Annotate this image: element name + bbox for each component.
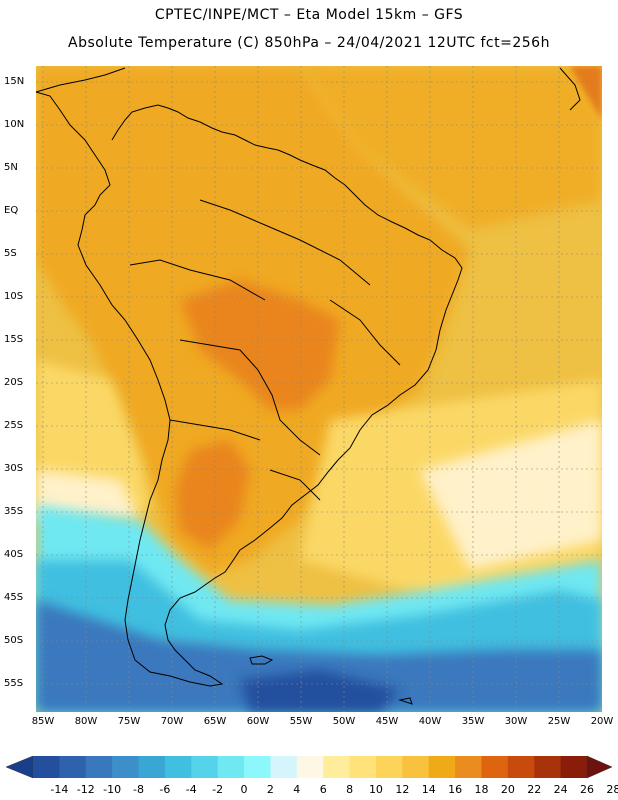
lon-label: 80W <box>74 716 98 727</box>
colorbar-swatch <box>164 756 192 778</box>
colorbar-label: -8 <box>133 783 144 796</box>
lon-label: 25W <box>547 716 571 727</box>
hot-interior <box>180 280 340 410</box>
lat-label: 15N <box>4 76 25 87</box>
cold-core <box>240 670 400 712</box>
colorbar-label: 2 <box>266 783 274 796</box>
lat-label: 40S <box>4 549 24 560</box>
lon-label: 35W <box>461 716 485 727</box>
lon-label: 85W <box>31 716 55 727</box>
colorbar-swatch <box>534 756 562 778</box>
lat-label: 55S <box>4 678 24 689</box>
colorbar-label: 8 <box>346 783 354 796</box>
colorbar-swatch <box>375 756 403 778</box>
colorbar-label: -12 <box>76 783 95 796</box>
colorbar-label: 16 <box>448 783 463 796</box>
coastline <box>35 67 581 705</box>
lat-label: 35S <box>4 506 24 517</box>
lat-label: EQ <box>4 205 19 216</box>
colorbar-label: -4 <box>185 783 197 796</box>
lat-label: 5N <box>4 162 18 173</box>
colorbar-swatch <box>85 756 113 778</box>
lon-label: 40W <box>418 716 442 727</box>
hot-corner-ne <box>570 66 602 120</box>
colorbar-swatch <box>33 756 60 778</box>
colorbar-label: 24 <box>553 783 568 796</box>
colorbar-swatch <box>217 756 245 778</box>
lat-label: 45S <box>4 592 24 603</box>
colorbar-label: 12 <box>395 783 410 796</box>
title-variable: Absolute Temperature (C) 850hPa – 24/04/… <box>68 35 550 51</box>
lon-label: 70W <box>160 716 184 727</box>
colorbar-swatch <box>402 756 430 778</box>
colorbar-swatch <box>428 756 456 778</box>
colorbar-label: 0 <box>240 783 248 796</box>
pacific-cream <box>36 470 140 520</box>
colorbar-swatch <box>507 756 535 778</box>
colorbar-label: 18 <box>474 783 489 796</box>
colorbar-swatch <box>191 756 219 778</box>
colorbar-label: -6 <box>159 783 171 796</box>
colorbar-swatch <box>244 756 271 778</box>
title-model: CPTEC/INPE/MCT – Eta Model 15km – GFS <box>154 7 464 23</box>
lon-label: 20W <box>590 716 614 727</box>
colorbar-label: 28 <box>606 783 618 796</box>
lat-label: 5S <box>4 248 17 259</box>
colorbar-swatch <box>481 756 509 778</box>
lon-label: 55W <box>289 716 313 727</box>
colorbar-label: 4 <box>293 783 301 796</box>
colorbar-label: 10 <box>368 783 383 796</box>
colorbar-arrow-left <box>5 755 34 779</box>
colorbar-swatch <box>138 756 166 778</box>
lat-label: 10N <box>4 119 25 130</box>
lat-label: 15S <box>4 334 24 345</box>
lon-label: 45W <box>375 716 399 727</box>
grid <box>36 66 602 712</box>
lon-label: 60W <box>246 716 270 727</box>
colorbar-swatch <box>455 756 482 778</box>
colorbar-label: 26 <box>580 783 594 796</box>
colorbar-swatch <box>59 756 87 778</box>
lat-label: 20S <box>4 377 24 388</box>
lon-label: 50W <box>332 716 356 727</box>
colorbar-swatch <box>112 756 140 778</box>
colorbar-label: -14 <box>50 783 69 796</box>
colorbar-swatch <box>296 756 324 778</box>
colorbar-swatch <box>560 756 588 778</box>
colorbar-swatch <box>270 756 298 778</box>
lat-label: 25S <box>4 420 24 431</box>
lon-label: 75W <box>117 716 141 727</box>
lat-label: 10S <box>4 291 24 302</box>
colorbar-label: 6 <box>319 783 327 796</box>
colorbar <box>5 755 613 779</box>
colorbar-swatch <box>323 756 351 778</box>
lon-label: 65W <box>203 716 227 727</box>
hot-argentina <box>175 440 250 550</box>
colorbar-label: -10 <box>103 783 122 796</box>
colorbar-label: 14 <box>421 783 436 796</box>
ocean-cream <box>420 420 602 570</box>
colorbar-label: -2 <box>212 783 224 796</box>
lat-label: 50S <box>4 635 24 646</box>
colorbar-label: 22 <box>527 783 542 796</box>
colorbar-arrow-right <box>586 755 613 779</box>
colorbar-swatch <box>349 756 377 778</box>
lon-label: 30W <box>504 716 528 727</box>
lat-label: 30S <box>4 463 24 474</box>
warm-band-ne <box>300 66 602 230</box>
colorbar-label: 20 <box>500 783 515 796</box>
temperature-field <box>36 66 602 712</box>
